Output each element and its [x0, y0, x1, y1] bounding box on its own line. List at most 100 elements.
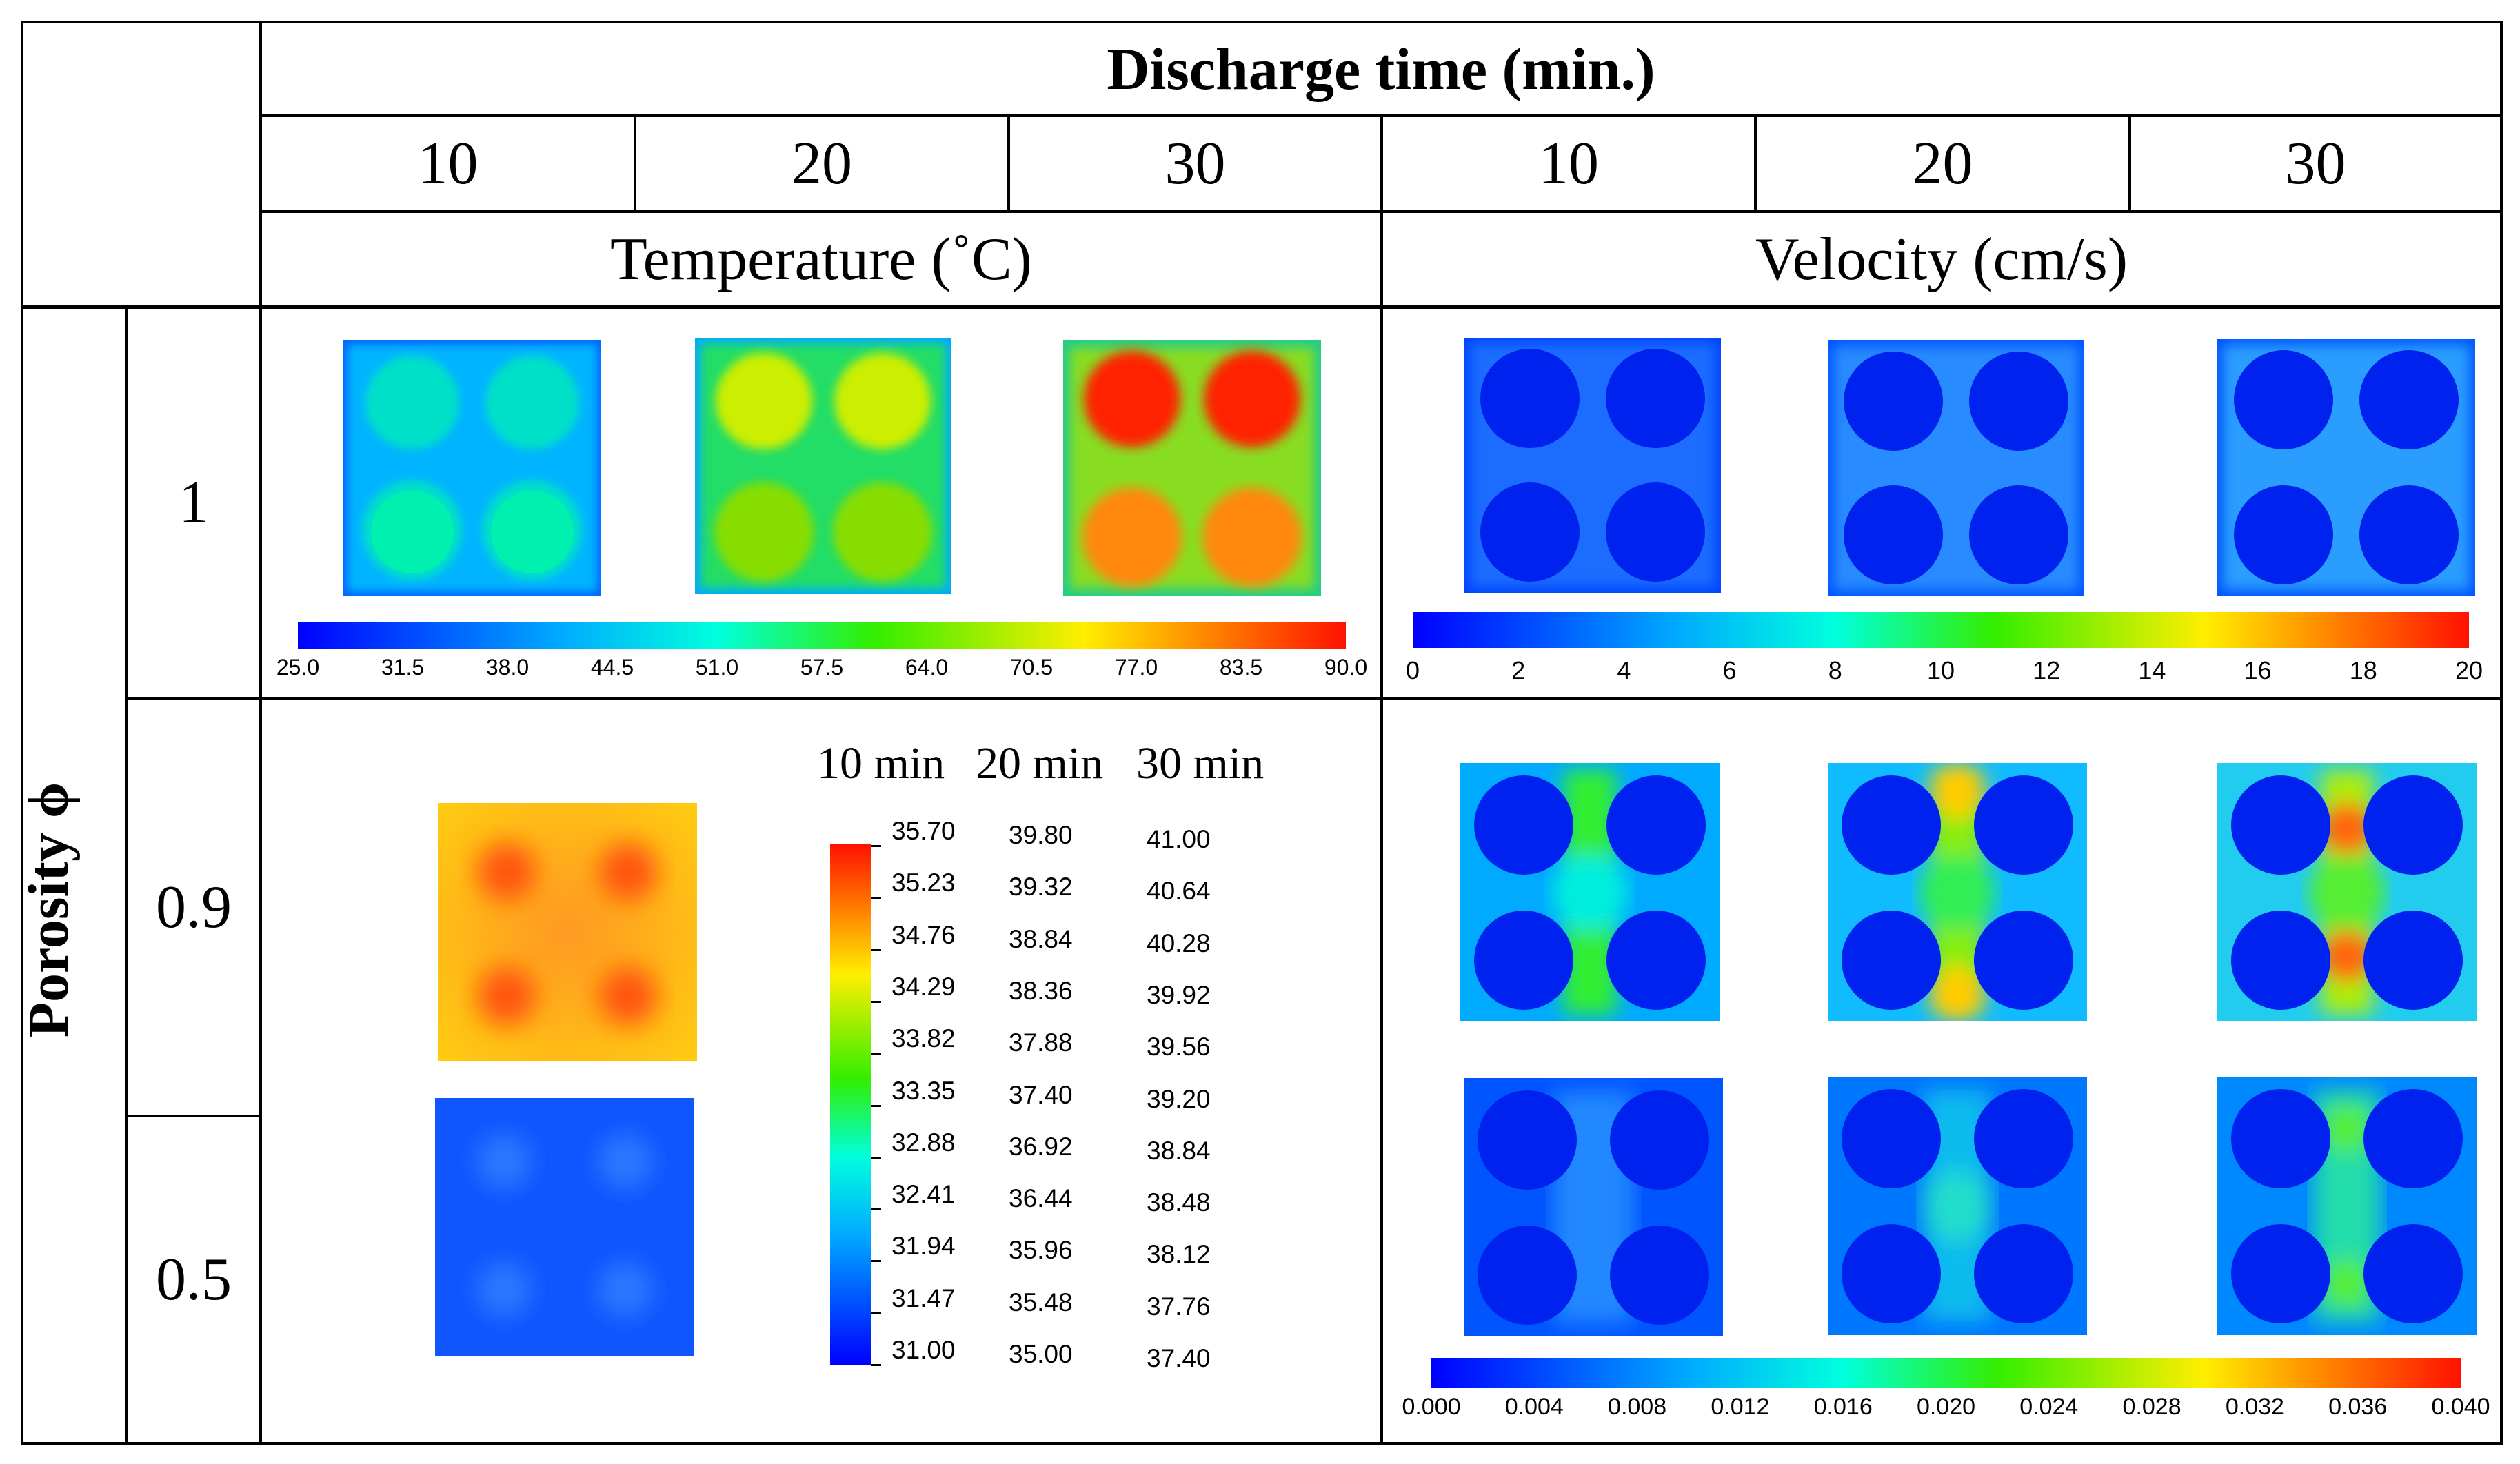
velocity-colorbar-tick: 4 [1617, 656, 1631, 684]
porous-legend-value: 36.44 [1009, 1184, 1073, 1213]
velocity-contour-phi0.9-30min [2217, 763, 2477, 1021]
velocity-colorbar-porous-tick: 0.040 [2431, 1394, 2490, 1420]
porous-legend-value: 32.88 [891, 1128, 956, 1157]
temperature-contour-phi1-10min [343, 340, 601, 596]
velocity-contour-phi0.5-20min [1828, 1077, 2087, 1335]
temperature-header: Temperature (˚C) [610, 225, 1032, 293]
velocity-colorbar-tick: 20 [2455, 656, 2483, 684]
temperature-contour-phi1-30min [1063, 340, 1321, 596]
time-col-temp-10: 10 [417, 130, 478, 197]
velocity-colorbar-tick: 2 [1511, 656, 1526, 684]
porous-legend-value: 35.96 [1009, 1236, 1073, 1265]
velocity-colorbar-porous-tick: 0.004 [1504, 1394, 1564, 1420]
porous-legend-value: 37.76 [1147, 1292, 1211, 1321]
porous-legend-value: 38.84 [1009, 924, 1073, 953]
velocity-colorbar-porous-tick: 0.016 [1813, 1394, 1873, 1420]
row-label-phi-0.5: 0.5 [156, 1246, 232, 1313]
porous-legend-value: 34.76 [891, 920, 956, 949]
porous-legend-tickmark [871, 1156, 881, 1159]
porous-legend-value: 38.36 [1009, 976, 1073, 1005]
porous-legend-value: 35.00 [1009, 1340, 1073, 1368]
porous-legend-value: 38.12 [1147, 1240, 1211, 1269]
time-col-vel-10: 10 [1538, 130, 1599, 197]
row-label-phi-0.9: 0.9 [156, 873, 232, 941]
velocity-colorbar-tick: 6 [1722, 656, 1737, 684]
row-label-phi-1: 1 [179, 469, 209, 536]
porous-legend-value: 32.41 [891, 1180, 956, 1209]
porous-legend-tickmark [871, 1053, 881, 1055]
velocity-contour-phi1-30min [2217, 339, 2475, 596]
porous-legend-value: 38.84 [1147, 1136, 1211, 1165]
porous-legend-tickmark [871, 1312, 881, 1314]
velocity-colorbar-porous-tick: 0.036 [2328, 1394, 2388, 1420]
temperature-colorbar-tick: 64.0 [905, 655, 949, 680]
porous-temperature-colorbar-gradient [830, 844, 871, 1365]
porous-legend-tickmark [871, 1364, 881, 1366]
legend-header-10min: 10 min [817, 738, 945, 789]
time-col-temp-30: 30 [1165, 130, 1226, 197]
porous-legend-tickmark [871, 1000, 881, 1003]
velocity-colorbar-porous-tick: 0.024 [2019, 1394, 2079, 1420]
velocity-colorbar-porous-tick: 0.020 [1916, 1394, 1976, 1420]
velocity-colorbar-tick: 8 [1828, 656, 1842, 684]
porous-legend-tickmark [871, 897, 881, 899]
velocity-contour-phi0.9-10min [1460, 763, 1720, 1021]
temperature-colorbar-tick: 83.5 [1219, 655, 1263, 680]
temperature-colorbar-tick: 70.5 [1009, 655, 1054, 680]
temperature-colorbar-tick: 51.0 [695, 655, 739, 680]
velocity-contour-phi1-20min [1828, 340, 2084, 596]
porous-legend-tickmark [871, 1104, 881, 1107]
porous-legend-value: 39.80 [1009, 821, 1073, 849]
porous-legend-value: 35.70 [891, 817, 956, 845]
velocity-header: Velocity (cm/s) [1755, 225, 2128, 293]
temperature-colorbar-tick: 31.5 [381, 655, 425, 680]
porous-legend-tickmark [871, 845, 881, 847]
porous-legend-value: 37.88 [1009, 1028, 1073, 1057]
porous-legend-tickmark [871, 1260, 881, 1263]
velocity-colorbar-porous-tick: 0.012 [1711, 1394, 1770, 1420]
porous-legend-value: 37.40 [1009, 1080, 1073, 1109]
porous-legend-value: 31.47 [891, 1283, 956, 1312]
porous-legend-value: 33.82 [891, 1024, 956, 1053]
velocity-colorbar-porous-gradient [1431, 1358, 2461, 1388]
velocity-colorbar-tick: 12 [2033, 656, 2061, 684]
legend-header-20min: 20 min [976, 738, 1104, 789]
porous-legend-tickmark [871, 948, 881, 951]
porous-legend-value: 39.56 [1147, 1033, 1211, 1061]
temperature-colorbar-tick: 90.0 [1324, 655, 1368, 680]
porous-legend-value: 35.48 [1009, 1288, 1073, 1316]
porous-legend-value: 37.40 [1147, 1344, 1211, 1372]
velocity-colorbar-tick: 14 [2138, 656, 2166, 684]
velocity-contour-phi1-10min [1464, 338, 1721, 593]
temperature-colorbar-gradient [298, 622, 1346, 649]
temperature-contour-phi0.5 [435, 1098, 694, 1356]
velocity-colorbar-porous-tick: 0.032 [2225, 1394, 2284, 1420]
velocity-colorbar-porous-tick: 0.028 [2122, 1394, 2181, 1420]
time-col-vel-30: 30 [2285, 130, 2346, 197]
temperature-colorbar-tick: 44.5 [590, 655, 634, 680]
velocity-colorbar-tick: 10 [1926, 656, 1955, 684]
porous-legend-value: 31.94 [891, 1232, 956, 1261]
porous-legend-value: 39.20 [1147, 1084, 1211, 1113]
temperature-contour-phi0.9 [438, 803, 697, 1061]
porous-legend-value: 41.00 [1147, 825, 1211, 853]
porous-legend-value: 38.48 [1147, 1188, 1211, 1217]
temperature-colorbar-tick: 25.0 [276, 655, 320, 680]
porosity-label: Porosity ϕ [16, 782, 81, 1038]
porous-legend-value: 39.32 [1009, 873, 1073, 902]
porous-legend-value: 33.35 [891, 1076, 956, 1105]
legend-header-30min: 30 min [1136, 738, 1264, 789]
porous-legend-value: 39.92 [1147, 980, 1211, 1009]
porous-legend-value: 36.92 [1009, 1132, 1073, 1161]
velocity-colorbar-porous-tick: 0.008 [1608, 1394, 1667, 1420]
time-col-vel-20: 20 [1912, 130, 1973, 197]
velocity-colorbar-gradient [1413, 612, 2469, 648]
porous-legend-value: 31.00 [891, 1336, 956, 1364]
velocity-colorbar-porous-tick: 0.000 [1402, 1394, 1461, 1420]
velocity-contour-phi0.5-30min [2217, 1077, 2477, 1335]
discharge-time-title: Discharge time (min.) [1107, 36, 1655, 102]
porous-legend-value: 34.29 [891, 972, 956, 1001]
temperature-colorbar-tick: 77.0 [1114, 655, 1158, 680]
porous-legend-tickmark [871, 1208, 881, 1211]
time-col-temp-20: 20 [792, 130, 852, 197]
